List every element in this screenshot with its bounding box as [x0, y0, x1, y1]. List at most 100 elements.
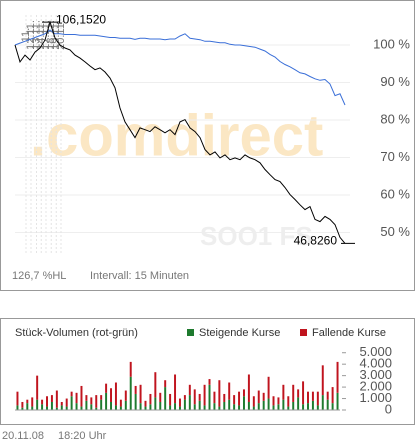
volume-bar	[178, 406, 181, 410]
x-tick-label: 13.11.	[30, 20, 42, 50]
volume-bar	[174, 403, 177, 410]
y-tick-label: 4.000	[359, 356, 392, 371]
volume-bar	[198, 400, 201, 410]
volume-bar	[134, 385, 137, 394]
volume-bar	[302, 404, 305, 410]
volume-bar	[50, 401, 53, 410]
volume-bar	[307, 391, 309, 404]
volume-bar	[105, 392, 108, 410]
volume-bar	[85, 400, 88, 410]
volume-bar	[110, 401, 113, 410]
volume-bar	[326, 391, 329, 400]
volume-bar	[124, 390, 127, 401]
volume-bar	[321, 365, 324, 396]
legend-swatch	[187, 329, 194, 336]
volume-bar	[193, 389, 196, 405]
volume-bar	[75, 392, 78, 404]
footer-interval: Intervall: 15 Minuten	[90, 270, 189, 282]
volume-bar	[100, 399, 103, 410]
footer-date: 20.11.08	[2, 430, 44, 442]
volume-bar	[26, 399, 29, 404]
volume-bar	[16, 391, 19, 406]
volume-bar	[80, 406, 83, 410]
volume-bar	[267, 376, 270, 399]
volume-bar	[233, 404, 236, 410]
volume-bar	[233, 395, 236, 405]
volume-bar	[129, 376, 132, 410]
volume-title: Stück-Volumen (rot-grün)	[15, 327, 138, 339]
volume-bar	[60, 405, 63, 410]
volume-bar	[90, 404, 93, 410]
volume-bar	[124, 400, 127, 410]
volume-bar	[55, 390, 58, 408]
volume-bar	[119, 406, 122, 410]
volume-bar	[336, 392, 339, 410]
volume-bar	[46, 406, 48, 410]
volume-bar	[297, 397, 300, 410]
volume-bar	[50, 395, 53, 402]
volume-bar	[85, 395, 88, 401]
volume-bar	[26, 403, 29, 410]
volume-bar	[326, 399, 329, 410]
footer-range: 126,7 %HL	[12, 270, 66, 282]
volume-bar	[228, 382, 231, 400]
volume-bar	[316, 405, 319, 410]
legend-label: Steigende Kurse	[199, 327, 280, 339]
legend-swatch	[300, 329, 307, 336]
volume-bar	[80, 385, 83, 407]
high-label: 106,1520	[56, 12, 106, 26]
volume-bar	[41, 404, 44, 410]
volume-bar	[223, 393, 226, 402]
volume-bar	[144, 400, 147, 407]
y-tick-label: 3.000	[359, 367, 392, 382]
volume-panel	[0, 318, 415, 425]
volume-bar	[164, 387, 167, 410]
volume-bar	[223, 401, 226, 410]
volume-bar	[316, 391, 319, 406]
volume-bar	[110, 388, 113, 402]
footer-time: 18:20 Uhr	[58, 430, 107, 442]
y-tick-label: 70 %	[380, 149, 410, 164]
y-tick-label: 0	[385, 401, 392, 416]
volume-bar	[282, 399, 285, 410]
volume-bar	[262, 392, 265, 401]
volume-bar	[46, 396, 48, 407]
volume-bar	[70, 391, 73, 397]
volume-bar	[159, 392, 162, 402]
volume-bar	[302, 381, 305, 405]
volume-bar	[139, 403, 142, 410]
volume-bar	[257, 403, 260, 410]
volume-bar	[292, 384, 295, 402]
volume-bar	[292, 401, 295, 410]
y-tick-label: 100 %	[373, 36, 410, 51]
volume-bar	[95, 395, 98, 408]
volume-bar	[60, 401, 63, 406]
volume-bar	[321, 395, 324, 410]
legend-label: Fallende Kurse	[312, 327, 386, 339]
volume-bar	[218, 406, 221, 410]
volume-bar	[242, 396, 245, 410]
volume-bar	[178, 398, 181, 407]
volume-bar	[203, 384, 206, 406]
volume-bar	[31, 406, 34, 410]
volume-bar	[252, 406, 255, 410]
volume-bar	[213, 391, 216, 404]
volume-bar	[297, 389, 300, 398]
volume-bar	[267, 398, 270, 410]
price-line	[14, 20, 346, 244]
volume-bar	[149, 393, 152, 405]
volume-bar	[169, 393, 172, 406]
volume-bar	[90, 397, 93, 405]
volume-bar	[277, 397, 280, 405]
volume-bar	[159, 401, 162, 410]
volume-bar	[139, 384, 142, 404]
volume-bar	[331, 387, 334, 404]
volume-bar	[174, 374, 177, 404]
volume-bar	[272, 396, 275, 406]
y-tick-label: 2.000	[359, 379, 392, 394]
volume-bar	[70, 396, 73, 410]
volume-bar	[307, 403, 309, 410]
volume-bar	[311, 400, 314, 410]
volume-bar	[213, 403, 216, 410]
